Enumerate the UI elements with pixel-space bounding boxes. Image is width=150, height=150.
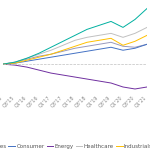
Services [2,63,4,65]
Healthcare [98,34,100,36]
Healthcare [110,32,112,34]
Energy [50,72,52,74]
Industrials [110,37,112,39]
Services [26,58,28,60]
Healthcare [26,57,28,59]
Tech [74,34,76,36]
Line: Energy: Energy [3,64,147,89]
Tech [26,57,28,59]
Energy [62,74,64,76]
Services [98,43,100,45]
Tech [62,40,64,42]
Consumer [50,56,52,58]
Industrials [62,49,64,51]
Healthcare [86,36,88,38]
Tech [146,8,148,9]
Services [146,43,148,45]
Healthcare [62,44,64,46]
Industrials [146,34,148,36]
Healthcare [2,63,4,65]
Energy [110,82,112,84]
Tech [86,28,88,30]
Services [62,50,64,52]
Industrials [86,41,88,43]
Consumer [38,58,40,60]
Industrials [38,56,40,58]
Energy [122,86,124,88]
Healthcare [50,49,52,51]
Industrials [50,53,52,55]
Industrials [98,39,100,41]
Services [122,45,124,47]
Energy [86,78,88,80]
Tech [14,61,16,63]
Tech [2,63,4,65]
Services [38,55,40,57]
Energy [2,63,4,65]
Line: Tech: Tech [3,9,147,64]
Services [74,47,76,49]
Services [86,45,88,47]
Consumer [146,43,148,45]
Tech [110,21,112,22]
Tech [50,46,52,48]
Consumer [98,48,100,50]
Services [110,41,112,43]
Line: Consumer: Consumer [3,44,147,64]
Energy [38,69,40,71]
Healthcare [74,39,76,41]
Energy [98,80,100,82]
Tech [38,52,40,54]
Services [134,46,136,48]
Consumer [110,46,112,48]
Industrials [2,63,4,65]
Healthcare [38,53,40,55]
Consumer [14,62,16,64]
Healthcare [14,61,16,63]
Services [50,53,52,55]
Consumer [2,63,4,65]
Energy [74,76,76,78]
Energy [134,88,136,90]
Line: Industrials: Industrials [3,35,147,64]
Industrials [134,40,136,42]
Consumer [134,47,136,49]
Industrials [122,44,124,46]
Services [14,61,16,63]
Line: Services: Services [3,42,147,64]
Tech [122,27,124,28]
Energy [26,66,28,68]
Industrials [74,45,76,47]
Line: Healthcare: Healthcare [3,27,147,64]
Tech [98,24,100,26]
Legend: Services, Consumer, Energy, Healthcare, Industrials, Tech: Services, Consumer, Energy, Healthcare, … [0,142,150,150]
Healthcare [134,32,136,34]
Healthcare [122,36,124,38]
Consumer [86,50,88,52]
Consumer [62,54,64,56]
Energy [14,64,16,66]
Consumer [74,52,76,54]
Energy [146,86,148,88]
Industrials [26,59,28,61]
Consumer [26,60,28,62]
Consumer [122,49,124,51]
Healthcare [146,27,148,28]
Industrials [14,62,16,64]
Tech [134,19,136,20]
